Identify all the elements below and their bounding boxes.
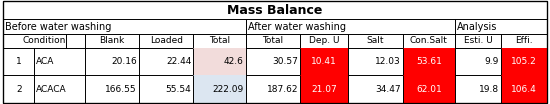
Text: 21.07: 21.07 xyxy=(311,85,337,94)
Text: 10.41: 10.41 xyxy=(311,57,337,66)
Bar xyxy=(194,48,246,76)
Text: Before water washing: Before water washing xyxy=(5,22,111,32)
Text: 12.03: 12.03 xyxy=(375,57,400,66)
Text: Dep. U: Dep. U xyxy=(309,36,339,45)
Text: 55.54: 55.54 xyxy=(166,85,191,94)
Text: Effi.: Effi. xyxy=(515,36,533,45)
Bar xyxy=(403,48,455,76)
Text: Mass Balance: Mass Balance xyxy=(227,4,323,17)
Bar xyxy=(403,76,455,103)
Text: 106.4: 106.4 xyxy=(511,85,537,94)
Text: 42.6: 42.6 xyxy=(224,57,244,66)
Text: Total: Total xyxy=(262,36,283,45)
Text: Analysis: Analysis xyxy=(457,22,497,32)
Text: 19.8: 19.8 xyxy=(479,85,499,94)
Text: 53.61: 53.61 xyxy=(416,57,442,66)
Text: 1: 1 xyxy=(16,57,21,66)
Text: Condition: Condition xyxy=(22,36,65,45)
Text: 166.55: 166.55 xyxy=(106,85,137,94)
Text: Esti. U: Esti. U xyxy=(464,36,492,45)
Text: ACA: ACA xyxy=(36,57,55,66)
Text: 62.01: 62.01 xyxy=(416,85,442,94)
Bar xyxy=(501,48,547,76)
Text: 2: 2 xyxy=(16,85,21,94)
Bar xyxy=(300,48,348,76)
Text: Blank: Blank xyxy=(99,36,124,45)
Text: Salt: Salt xyxy=(367,36,384,45)
Text: 187.62: 187.62 xyxy=(267,85,298,94)
Text: 34.47: 34.47 xyxy=(375,85,400,94)
Bar xyxy=(300,76,348,103)
Text: Total: Total xyxy=(209,36,230,45)
Text: Loaded: Loaded xyxy=(150,36,183,45)
Text: 105.2: 105.2 xyxy=(511,57,537,66)
Text: After water washing: After water washing xyxy=(248,22,346,32)
Bar xyxy=(501,76,547,103)
Text: 20.16: 20.16 xyxy=(111,57,137,66)
Text: 222.09: 222.09 xyxy=(212,85,244,94)
Text: Con.Salt: Con.Salt xyxy=(410,36,448,45)
Text: 9.9: 9.9 xyxy=(485,57,499,66)
Bar xyxy=(194,76,246,103)
Text: 30.57: 30.57 xyxy=(272,57,298,66)
Text: ACACA: ACACA xyxy=(36,85,67,94)
Text: 22.44: 22.44 xyxy=(166,57,191,66)
